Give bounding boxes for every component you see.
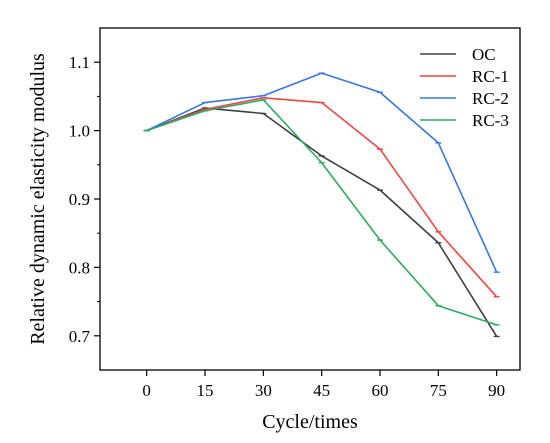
series-line-rc-1 (146, 96, 498, 298)
y-tick-label: 0.7 (69, 327, 91, 346)
x-tick-label: 15 (197, 381, 214, 400)
series-line-oc (146, 107, 498, 337)
plot-marks (143, 72, 500, 338)
x-tick-label: 0 (142, 381, 151, 400)
legend-label: RC-3 (472, 111, 509, 130)
legend-label: RC-1 (472, 67, 509, 86)
y-tick-label: 1.0 (69, 122, 90, 141)
y-axis-label: Relative dynamic elasticity modulus (27, 53, 49, 345)
y-axis: 0.7 0.8 0.9 1.0 1.1 (69, 53, 100, 346)
legend: OC RC-1 RC-2 RC-3 (420, 45, 509, 130)
x-tick-label: 60 (372, 381, 389, 400)
x-tick-label: 30 (255, 381, 272, 400)
x-tick-label: 90 (488, 381, 505, 400)
legend-label: OC (472, 45, 496, 64)
y-tick-label: 0.8 (69, 258, 90, 277)
y-tick-label: 1.1 (69, 53, 90, 72)
legend-label: RC-2 (472, 89, 509, 108)
x-tick-label: 45 (313, 381, 330, 400)
series-line-rc-3 (146, 99, 497, 326)
x-axis: 0 15 30 45 60 75 90 (142, 370, 505, 400)
plot-frame (99, 27, 521, 371)
x-axis-label: Cycle/times (262, 411, 358, 433)
x-tick-label: 75 (430, 381, 447, 400)
y-tick-label: 0.9 (69, 190, 90, 209)
